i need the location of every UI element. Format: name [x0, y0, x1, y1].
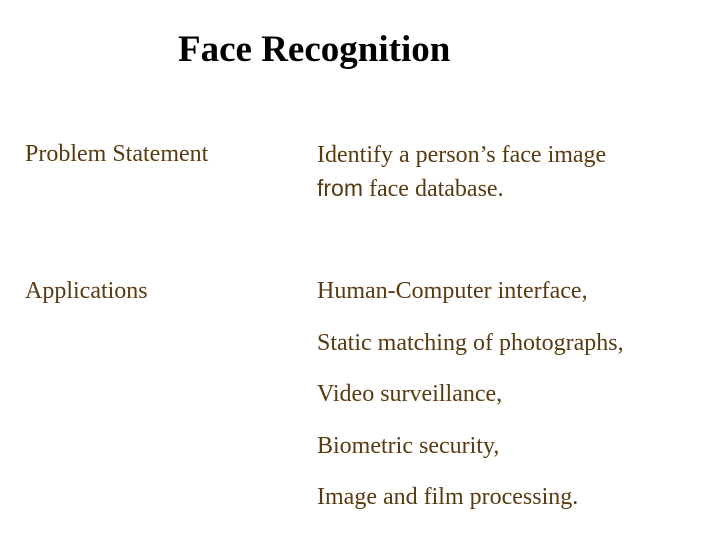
application-item: Video surveillance, — [317, 381, 503, 407]
problem-statement-line-1: Identify a person’s face image — [317, 142, 607, 168]
problem-statement-text: Identify a person’s face image from face… — [317, 139, 606, 206]
slide-title: Face Recognition — [178, 29, 451, 70]
applications-list: Human-Computer interface, Static matchin… — [317, 276, 624, 534]
application-item: Static matching of photographs, — [317, 329, 624, 356]
problem-statement-from-word: from — [317, 175, 363, 201]
problem-statement-line-2-rest: face database. — [363, 176, 504, 202]
application-item: Image and film processing. — [317, 484, 579, 510]
application-item: Biometric security, — [317, 432, 500, 459]
applications-label: Applications — [25, 278, 148, 304]
problem-statement-label: Problem Statement — [25, 141, 209, 167]
problem-statement-line-2: from face database. — [317, 172, 606, 206]
application-item: Human-Computer interface, — [317, 278, 588, 304]
